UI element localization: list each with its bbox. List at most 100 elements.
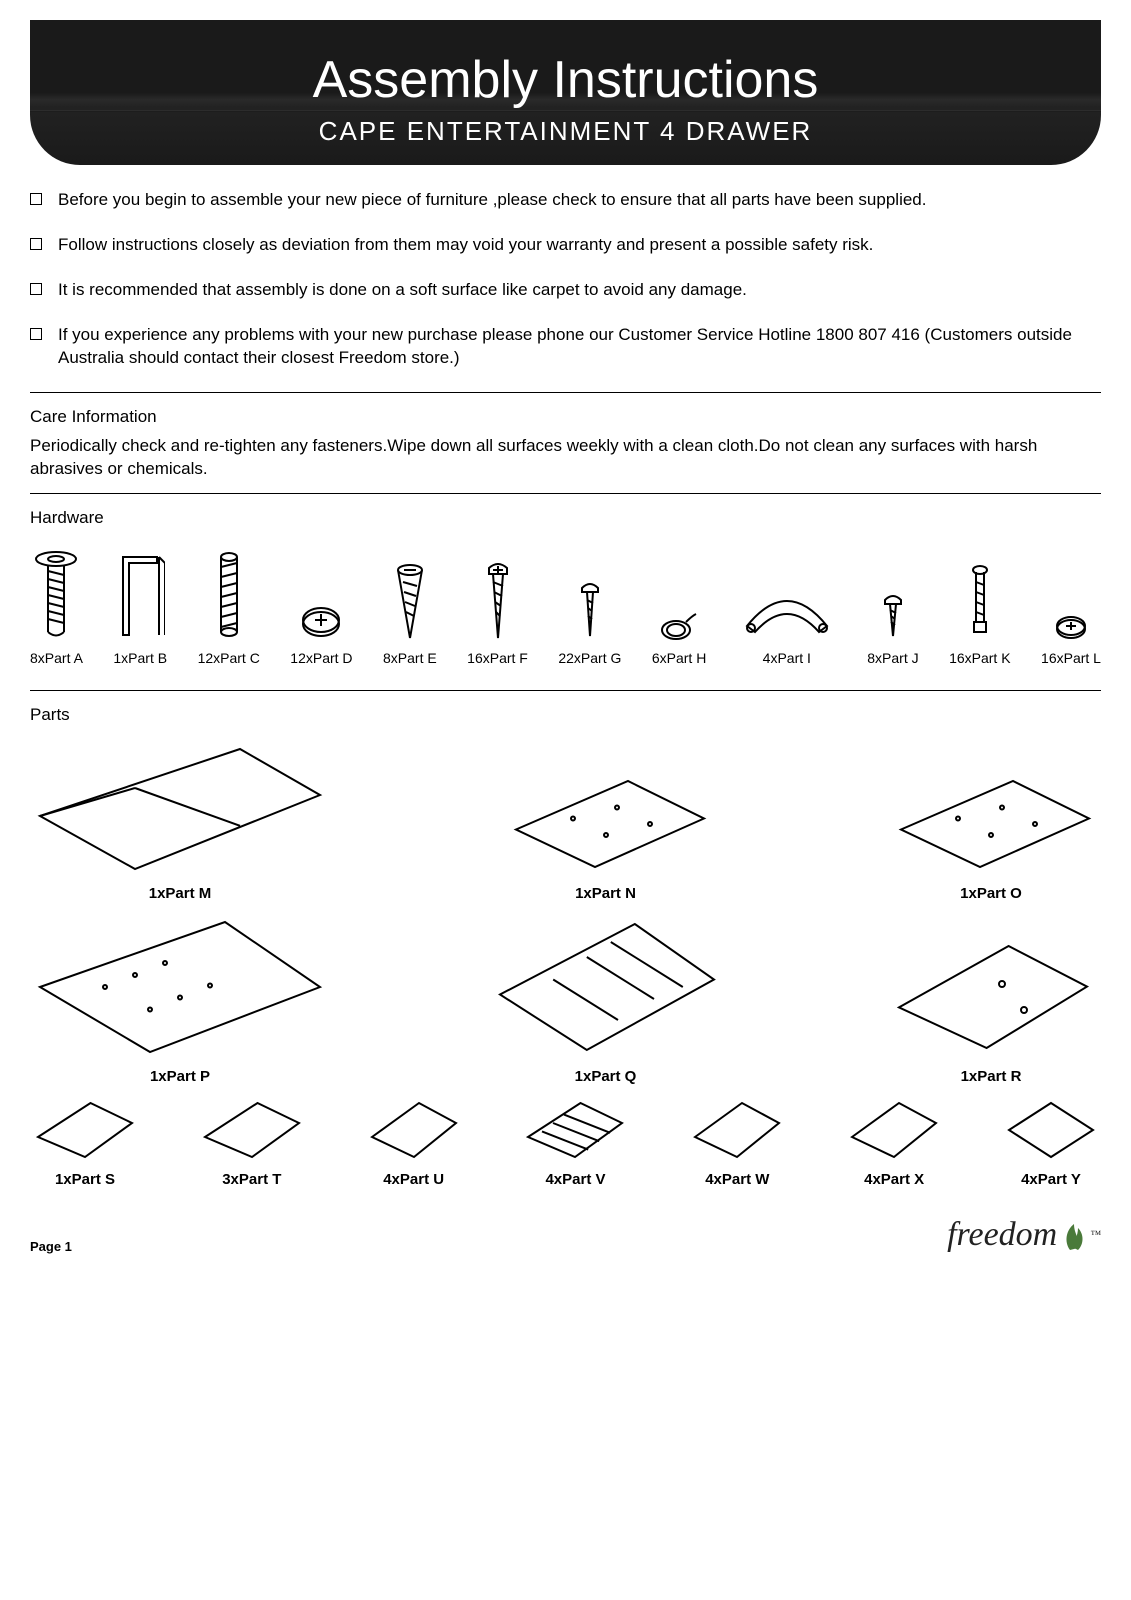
part-item: 4xPart X <box>844 1095 944 1188</box>
hardware-label: 22xPart G <box>558 650 621 666</box>
plain-panel-icon <box>881 932 1101 1062</box>
hardware-item: 8xPart E <box>383 542 437 666</box>
part-label: 1xPart M <box>149 885 212 902</box>
cup-handle-icon <box>737 542 837 642</box>
small-panel-icon <box>364 1095 464 1165</box>
screw-small-icon <box>578 542 602 642</box>
hardware-label: 1xPart B <box>113 650 167 666</box>
part-item: 4xPart W <box>687 1095 787 1188</box>
note-item: If you experience any problems with your… <box>30 324 1101 370</box>
parts-row: 1xPart S 3xPart T 4xPart U 4xPart V 4xPart W… <box>30 1095 1101 1188</box>
part-label: 4xPart W <box>705 1171 769 1188</box>
screw-pan-icon <box>483 542 513 642</box>
part-item: 1xPart N <box>496 769 716 902</box>
hardware-item: 8xPart A <box>30 542 83 666</box>
page-footer: Page 1 freedom ™ <box>30 1216 1101 1254</box>
care-text: Periodically check and re-tighten any fa… <box>30 435 1101 481</box>
panel-holes-icon <box>881 769 1101 879</box>
brand-text: freedom <box>947 1216 1057 1254</box>
screw-csk-icon <box>395 542 425 642</box>
cam-bolt-icon <box>968 542 992 642</box>
care-section: Care Information Periodically check and … <box>30 407 1101 481</box>
part-item: 1xPart R <box>881 932 1101 1085</box>
hardware-label: 4xPart I <box>763 650 811 666</box>
note-item: It is recommended that assembly is done … <box>30 279 1101 302</box>
hardware-label: 8xPart A <box>30 650 83 666</box>
part-item: 4xPart Y <box>1001 1095 1101 1188</box>
hardware-label: 6xPart H <box>652 650 706 666</box>
part-item: 1xPart P <box>30 912 330 1085</box>
small-panel-icon <box>30 1095 140 1165</box>
hardware-item: 16xPart L <box>1041 542 1101 666</box>
parts-section: Parts 1xPart M1xPart N1xPart O1xPart P1x… <box>30 705 1101 1188</box>
screw-tiny-icon <box>881 542 905 642</box>
part-item: 1xPart S <box>30 1095 140 1188</box>
part-item: 3xPart T <box>197 1095 307 1188</box>
hardware-label: 16xPart F <box>467 650 528 666</box>
hardware-row: 8xPart A 1xPart B 12xPart C 12xPart D 8xPart… <box>30 542 1101 666</box>
small-panel-icon <box>197 1095 307 1165</box>
part-item: 1xPart O <box>881 769 1101 902</box>
divider <box>30 392 1101 393</box>
diamond-icon <box>1001 1095 1101 1165</box>
document-page: Assembly Instructions CAPE ENTERTAINMENT… <box>0 0 1131 1294</box>
hardware-label: 16xPart K <box>949 650 1010 666</box>
part-label: 1xPart R <box>961 1068 1022 1085</box>
part-item: 1xPart Q <box>486 912 726 1085</box>
hardware-item: 12xPart D <box>290 542 352 666</box>
part-label: 4xPart X <box>864 1171 924 1188</box>
cam-lock-icon <box>300 542 342 642</box>
part-item: 1xPart M <box>30 739 330 902</box>
small-panel-icon <box>844 1095 944 1165</box>
panel-holes-icon <box>496 769 716 879</box>
hardware-heading: Hardware <box>30 508 1101 528</box>
hardware-item: 1xPart B <box>113 542 167 666</box>
doc-title: Assembly Instructions <box>50 50 1081 110</box>
part-label: 1xPart O <box>960 885 1022 902</box>
cam-small-icon <box>1054 542 1088 642</box>
leaf-icon <box>1060 1220 1088 1254</box>
part-label: 1xPart P <box>150 1068 210 1085</box>
care-heading: Care Information <box>30 407 1101 427</box>
note-item: Follow instructions closely as deviation… <box>30 234 1101 257</box>
hardware-label: 12xPart D <box>290 650 352 666</box>
parts-row: 1xPart M 1xPart N 1xPart O <box>30 739 1101 902</box>
page-number: Page 1 <box>30 1239 72 1254</box>
part-item: 4xPart U <box>364 1095 464 1188</box>
note-item: Before you begin to assemble your new pi… <box>30 189 1101 212</box>
hardware-item: 16xPart F <box>467 542 528 666</box>
part-label: 1xPart S <box>55 1171 115 1188</box>
small-slatted-icon <box>520 1095 630 1165</box>
notes-section: Before you begin to assemble your new pi… <box>30 189 1101 370</box>
parts-grid: 1xPart M 1xPart N 1xPart O 1xPart P 1xPart Q… <box>30 739 1101 1188</box>
hardware-label: 16xPart L <box>1041 650 1101 666</box>
hardware-item: 6xPart H <box>652 542 706 666</box>
hardware-item: 12xPart C <box>198 542 260 666</box>
cable-grommet-icon <box>658 542 700 642</box>
hardware-item: 8xPart J <box>867 542 918 666</box>
divider <box>30 493 1101 494</box>
hardware-label: 8xPart E <box>383 650 437 666</box>
small-panel-icon <box>687 1095 787 1165</box>
part-label: 1xPart N <box>575 885 636 902</box>
back-panel-icon <box>30 912 330 1062</box>
header-banner: Assembly Instructions CAPE ENTERTAINMENT… <box>30 20 1101 165</box>
hardware-item: 16xPart K <box>949 542 1010 666</box>
hardware-item: 4xPart I <box>737 542 837 666</box>
bolt-flat-icon <box>31 542 81 642</box>
frame-long-icon <box>30 739 330 879</box>
divider <box>30 690 1101 691</box>
hardware-label: 12xPart C <box>198 650 260 666</box>
part-label: 1xPart Q <box>575 1068 637 1085</box>
parts-heading: Parts <box>30 705 1101 725</box>
part-label: 4xPart U <box>383 1171 444 1188</box>
parts-row: 1xPart P 1xPart Q 1xPart R <box>30 912 1101 1085</box>
ladder-frame-icon <box>486 912 726 1062</box>
part-label: 4xPart V <box>545 1171 605 1188</box>
hardware-item: 22xPart G <box>558 542 621 666</box>
hardware-section: Hardware 8xPart A 1xPart B 12xPart C 12xPar… <box>30 508 1101 666</box>
hardware-label: 8xPart J <box>867 650 918 666</box>
part-label: 4xPart Y <box>1021 1171 1081 1188</box>
dowel-icon <box>214 542 244 642</box>
part-label: 3xPart T <box>222 1171 281 1188</box>
